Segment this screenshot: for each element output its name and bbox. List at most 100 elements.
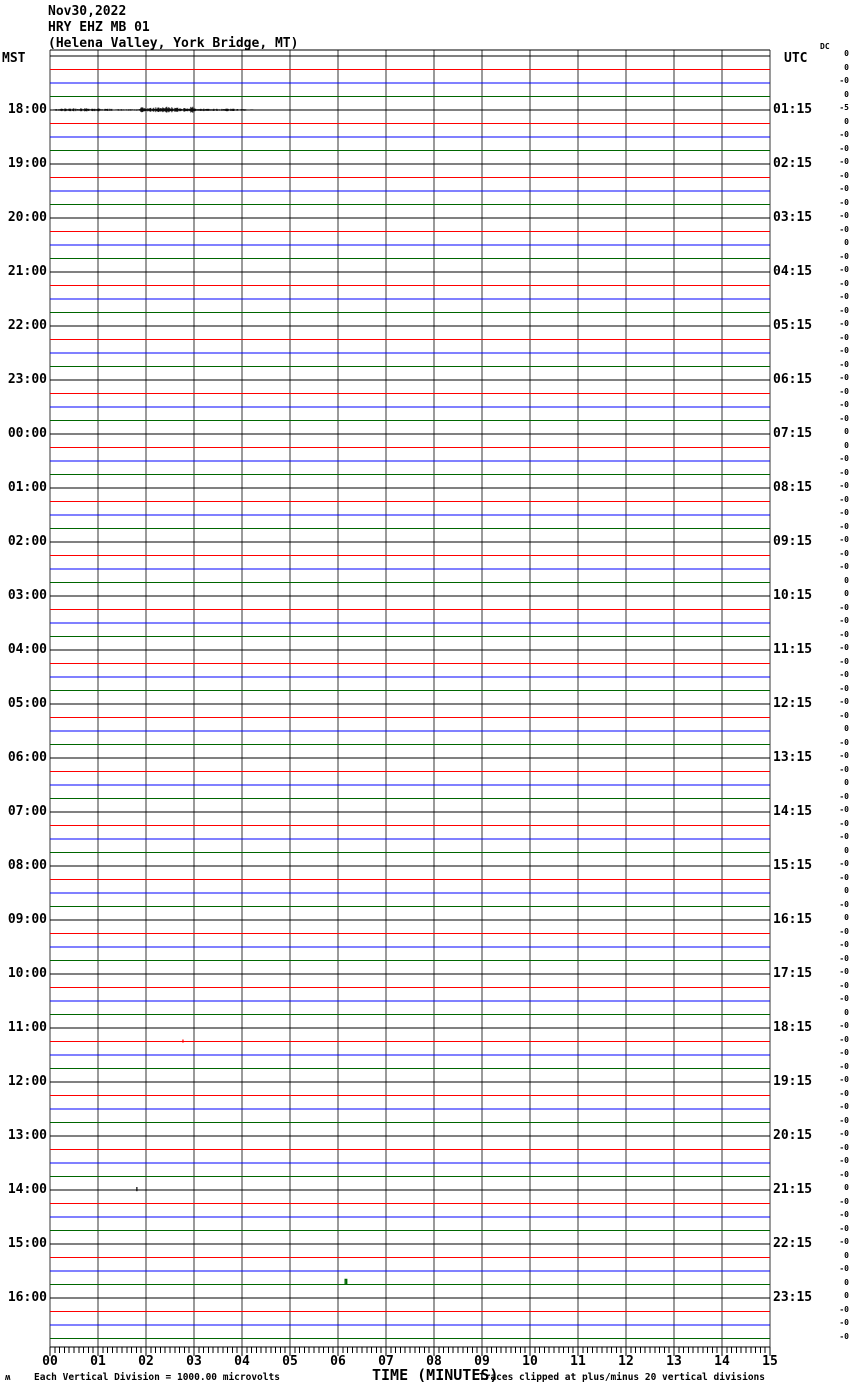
dc-offset-value: -0 — [839, 1318, 849, 1327]
dc-column-title: DC — [820, 42, 830, 51]
header-date: Nov30,2022 — [48, 4, 127, 19]
dc-offset-value: 0 — [844, 440, 849, 450]
right-axis-title: UTC — [784, 51, 808, 66]
dc-offset-value: -0 — [839, 616, 849, 625]
hour-label-mst: 15:00 — [7, 1236, 47, 1251]
dc-offset-value: 0 — [844, 89, 849, 99]
header-location: (Helena Valley, York Bridge, MT) — [48, 36, 299, 51]
dc-offset-value: -0 — [839, 508, 849, 517]
dc-offset-value: -0 — [839, 791, 849, 801]
dc-offset-value: -0 — [839, 1061, 849, 1071]
dc-offset-value: -0 — [839, 872, 849, 882]
dc-offset-value: -0 — [839, 157, 849, 166]
hour-label-mst: 13:00 — [7, 1128, 47, 1143]
hour-label-utc: 23:15 — [773, 1290, 813, 1305]
hour-label-utc: 21:15 — [773, 1182, 813, 1197]
hour-label-mst: 00:00 — [7, 426, 47, 441]
hour-label-utc: 15:15 — [773, 858, 813, 873]
dc-offset-value: 0 — [844, 62, 849, 72]
x-tick-label: 15 — [762, 1354, 778, 1369]
footer-scale-note: Each Vertical Division = 1000.00 microvo… — [34, 1372, 280, 1383]
dc-offset-value: -0 — [839, 373, 849, 382]
dc-offset-value: -0 — [839, 346, 849, 355]
hour-label-utc: 05:15 — [773, 318, 813, 333]
x-tick-label: 03 — [186, 1354, 202, 1369]
dc-offset-value: -0 — [839, 1102, 849, 1111]
x-tick-label: 04 — [234, 1354, 250, 1369]
x-tick-label: 10 — [522, 1354, 538, 1369]
hour-label-mst: 07:00 — [7, 804, 47, 819]
dc-offset-value: 0 — [844, 845, 849, 855]
dc-offset-value: 0 — [844, 49, 849, 58]
dc-offset-value: -0 — [839, 683, 849, 693]
dc-offset-value: 0 — [844, 1277, 849, 1287]
dc-offset-value: 0 — [844, 1250, 849, 1260]
hour-label-mst: 06:00 — [7, 750, 47, 765]
dc-offset-value: -0 — [839, 1129, 849, 1138]
dc-offset-value: -0 — [839, 76, 849, 85]
dc-offset-value: -0 — [839, 832, 849, 841]
dc-offset-value: -0 — [839, 1034, 849, 1044]
dc-offset-value: -0 — [839, 197, 849, 207]
dc-offset-value: -0 — [839, 926, 849, 936]
hour-label-utc: 09:15 — [773, 534, 813, 549]
dc-offset-value: -0 — [839, 319, 849, 328]
dc-offset-value: -0 — [839, 400, 849, 409]
trace-rows — [50, 55, 770, 1339]
dc-offset-value: -0 — [839, 1331, 849, 1341]
dc-offset-value: -0 — [839, 1264, 849, 1273]
dc-offset-value: -0 — [839, 967, 849, 976]
hour-label-mst: 05:00 — [7, 696, 47, 711]
hour-label-mst: 19:00 — [7, 156, 47, 171]
hour-label-utc: 16:15 — [773, 912, 813, 927]
hour-label-utc: 03:15 — [773, 210, 813, 225]
dc-offset-value: -0 — [839, 211, 849, 220]
spike-event — [344, 1278, 348, 1285]
x-tick-label: 08 — [426, 1354, 442, 1369]
dc-offset-value: 0 — [844, 886, 849, 895]
hour-label-mst: 04:00 — [7, 642, 47, 657]
dc-offset-value: -0 — [839, 1196, 849, 1206]
dc-offset-value: 0 — [844, 116, 849, 126]
dc-offset-value: -0 — [839, 697, 849, 706]
x-tick-label: 05 — [282, 1354, 298, 1369]
hour-label-mst: 02:00 — [7, 534, 47, 549]
hour-label-utc: 12:15 — [773, 696, 813, 711]
x-tick-label: 12 — [618, 1354, 634, 1369]
dc-offset-value: -0 — [839, 1048, 849, 1057]
dc-offset-value: -0 — [839, 1237, 849, 1246]
dc-offset-value: -0 — [839, 184, 849, 193]
dc-offset-value: -0 — [839, 386, 849, 396]
hour-label-utc: 17:15 — [773, 966, 813, 981]
noise-burst-event — [53, 106, 264, 113]
dc-offset-value: 0 — [844, 427, 849, 436]
hour-label-utc: 01:15 — [773, 102, 813, 117]
dc-offset-value: -0 — [839, 764, 849, 774]
footer-clip-note: Traces clipped at plus/minus 20 vertical… — [479, 1372, 765, 1383]
dc-offset-value: 0 — [844, 1291, 849, 1300]
hour-label-utc: 08:15 — [773, 480, 813, 495]
dc-offset-value: -0 — [839, 953, 849, 963]
hour-label-utc: 10:15 — [773, 588, 813, 603]
dc-offset-value: -0 — [839, 292, 849, 301]
dc-offset-value: -0 — [839, 494, 849, 504]
dc-offset-value: -0 — [839, 305, 849, 315]
dc-offset-value: -0 — [839, 737, 849, 747]
hour-label-utc: 04:15 — [773, 264, 813, 279]
left-axis-title: MST — [2, 51, 26, 66]
dc-offset-value: 0 — [844, 778, 849, 787]
x-tick-label: 01 — [90, 1354, 106, 1369]
dc-offset-value: -0 — [839, 1169, 849, 1179]
dc-offset-value: -0 — [839, 643, 849, 652]
dc-offset-value: -0 — [839, 143, 849, 153]
hour-label-utc: 11:15 — [773, 642, 813, 657]
dc-offset-value: -0 — [839, 467, 849, 477]
dc-offset-value: -0 — [839, 1075, 849, 1084]
dc-offset-value: -0 — [839, 170, 849, 180]
dc-offset-value: 0 — [844, 589, 849, 598]
hour-label-utc: 20:15 — [773, 1128, 813, 1143]
hour-label-mst: 10:00 — [7, 966, 47, 981]
dc-offset-value: -0 — [839, 818, 849, 828]
dc-offset-value: -0 — [839, 548, 849, 558]
